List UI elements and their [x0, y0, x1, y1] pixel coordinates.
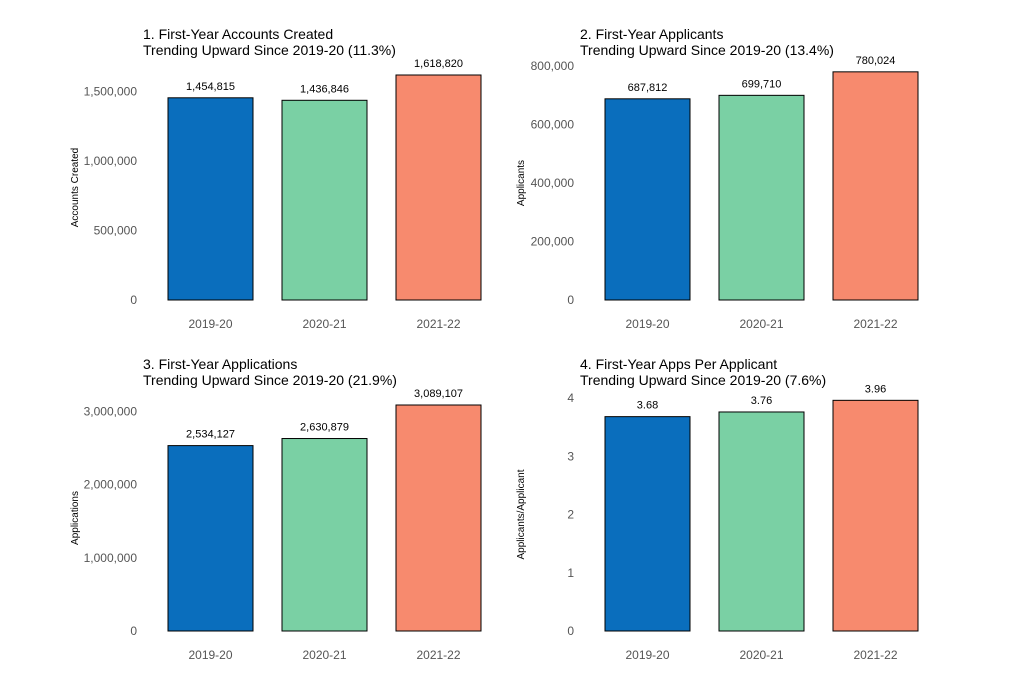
y-tick-label: 0: [567, 293, 574, 307]
y-tick-label: 1,000,000: [84, 154, 138, 168]
y-tick-label: 200,000: [531, 235, 575, 249]
y-tick-label: 0: [130, 293, 137, 307]
chart-title: 4. First-Year Apps Per Applicant: [580, 356, 777, 372]
x-tick-label: 2020-21: [739, 648, 783, 662]
bar-value-label: 1,454,815: [186, 81, 235, 93]
x-tick-label: 2020-21: [302, 317, 346, 331]
bar-value-label: 1,436,846: [300, 83, 349, 95]
bar-value-label: 780,024: [856, 55, 896, 67]
x-tick-label: 2021-22: [853, 317, 897, 331]
x-tick-label: 2021-22: [853, 648, 897, 662]
bar-value-label: 3.96: [865, 383, 886, 395]
chart-panel-4: 4. First-Year Apps Per ApplicantTrending…: [516, 356, 919, 662]
bar-value-label: 3.76: [751, 395, 772, 407]
chart-subtitle: Trending Upward Since 2019-20 (13.4%): [580, 42, 834, 58]
bar-2019-20: [604, 416, 691, 632]
bar-value-label: 3.68: [637, 400, 658, 412]
y-tick-label: 4: [567, 391, 574, 405]
bar-value-label: 2,534,127: [186, 429, 235, 441]
x-tick-label: 2021-22: [416, 648, 460, 662]
x-tick-label: 2021-22: [416, 317, 460, 331]
chart-title: 1. First-Year Accounts Created: [143, 26, 333, 42]
y-tick-label: 3: [567, 449, 574, 463]
y-tick-label: 1: [567, 566, 574, 580]
y-tick-label: 0: [567, 624, 574, 638]
x-tick-label: 2019-20: [625, 648, 669, 662]
bar-value-label: 2,630,879: [300, 422, 349, 434]
x-tick-label: 2019-20: [625, 317, 669, 331]
bar-2021-22: [832, 399, 919, 632]
chart-subtitle: Trending Upward Since 2019-20 (11.3%): [143, 42, 396, 58]
bar-value-label: 687,812: [628, 82, 668, 94]
y-tick-label: 400,000: [531, 176, 575, 190]
y-tick-label: 2,000,000: [84, 478, 138, 492]
chart-subtitle: Trending Upward Since 2019-20 (7.6%): [580, 372, 826, 388]
x-tick-label: 2019-20: [188, 648, 232, 662]
bar-2019-20: [167, 97, 254, 301]
y-axis-label: Applicants: [516, 160, 527, 206]
y-tick-label: 1,500,000: [84, 85, 138, 99]
chart-title: 2. First-Year Applicants: [580, 26, 723, 42]
bar-2020-21: [718, 411, 805, 632]
bar-2019-20: [604, 98, 691, 301]
y-tick-label: 0: [130, 624, 137, 638]
x-tick-label: 2019-20: [188, 317, 232, 331]
bar-2020-21: [281, 99, 368, 301]
x-tick-label: 2020-21: [302, 648, 346, 662]
bar-value-label: 699,710: [742, 78, 782, 90]
bar-value-label: 3,089,107: [414, 388, 463, 400]
y-tick-label: 3,000,000: [84, 405, 138, 419]
bar-2020-21: [718, 94, 805, 301]
x-tick-label: 2020-21: [739, 317, 783, 331]
bar-2019-20: [167, 445, 254, 632]
chart-title: 3. First-Year Applications: [143, 356, 297, 372]
chart-subtitle: Trending Upward Since 2019-20 (21.9%): [143, 372, 397, 388]
y-tick-label: 2: [567, 508, 574, 522]
bar-2021-22: [832, 71, 919, 301]
bar-2020-21: [281, 438, 368, 632]
y-tick-label: 1,000,000: [84, 551, 138, 565]
y-tick-label: 800,000: [531, 59, 575, 73]
y-axis-label: Accounts Created: [70, 148, 81, 228]
bar-2021-22: [395, 74, 482, 301]
y-axis-label: Applications: [70, 491, 81, 545]
y-tick-label: 600,000: [531, 118, 575, 132]
y-axis-label: Applicants/Applicant: [516, 469, 527, 559]
bar-2021-22: [395, 404, 482, 632]
bar-value-label: 1,618,820: [414, 58, 463, 70]
y-tick-label: 500,000: [94, 224, 138, 238]
